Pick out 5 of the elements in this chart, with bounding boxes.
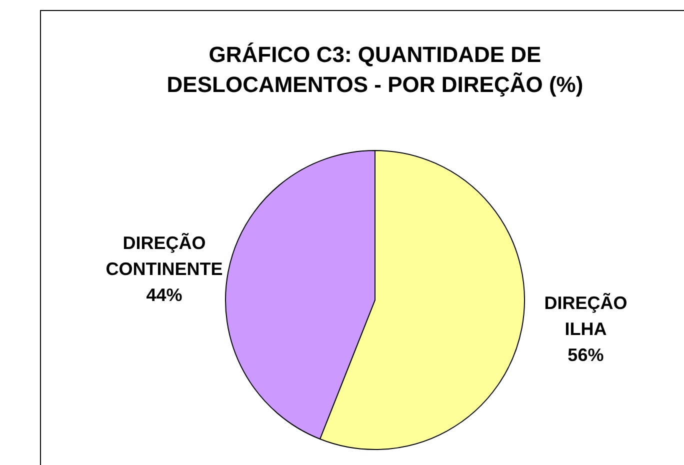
data-label: 56% [568,344,604,365]
slice-label: DIREÇÃO ILHA [544,292,628,339]
slice-label: DIREÇÃO CONTINENTE [106,232,223,280]
chart-title: GRÁFICO C3: QUANTIDADE DE DESLOCAMENTOS - POR DIREÇÃO (%) [166,41,584,99]
data-label: 44% [146,285,182,306]
